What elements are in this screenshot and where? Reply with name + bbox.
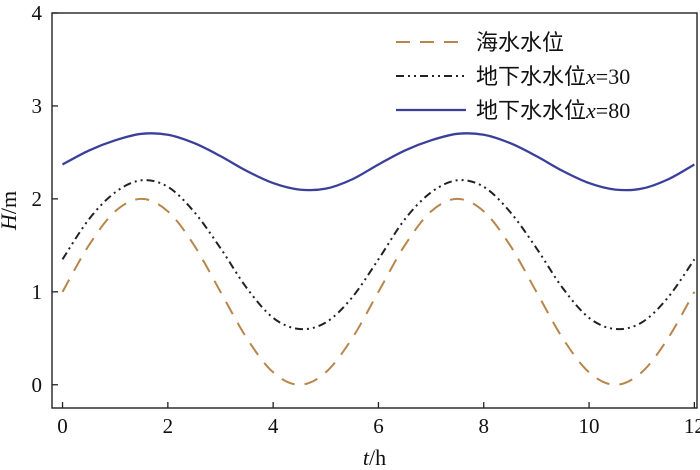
y-tick-label: 0 xyxy=(32,373,43,397)
x-axis-label-unit: /h xyxy=(369,445,386,470)
series-line-3 xyxy=(61,132,695,192)
y-axis: 0 1 2 3 4 xyxy=(32,1,58,397)
x-tick-label: 0 xyxy=(57,414,68,438)
series-layer xyxy=(61,132,696,386)
series-line-1 xyxy=(61,197,696,386)
y-tick-label: 3 xyxy=(32,94,43,118)
y-tick-label: 2 xyxy=(32,187,43,211)
x-axis-label-var: t xyxy=(363,445,370,470)
x-tick-label: 8 xyxy=(479,414,490,438)
legend-label-2: 地下水水位x=30 xyxy=(476,64,630,90)
x-axis-label: t/h xyxy=(363,445,386,470)
legend-label-1: 海水水位 xyxy=(476,31,564,56)
series-line-2 xyxy=(61,179,696,331)
x-tick-label: 4 xyxy=(268,414,279,438)
x-tick-label: 6 xyxy=(373,414,384,438)
plot-frame xyxy=(51,12,698,409)
y-tick-label: 1 xyxy=(32,280,43,304)
x-tick-label: 12 xyxy=(684,414,700,438)
y-axis-label-var: H xyxy=(0,213,21,231)
y-axis-label-unit: /m xyxy=(0,191,21,214)
legend-label-3: 地下水水位x=80 xyxy=(476,98,630,124)
x-tick-label: 10 xyxy=(579,414,600,438)
y-axis-label: H/m xyxy=(0,191,21,231)
x-tick-label: 2 xyxy=(163,414,174,438)
x-axis: 0 2 4 6 8 10 12 xyxy=(57,402,700,438)
y-tick-label: 4 xyxy=(32,1,43,25)
